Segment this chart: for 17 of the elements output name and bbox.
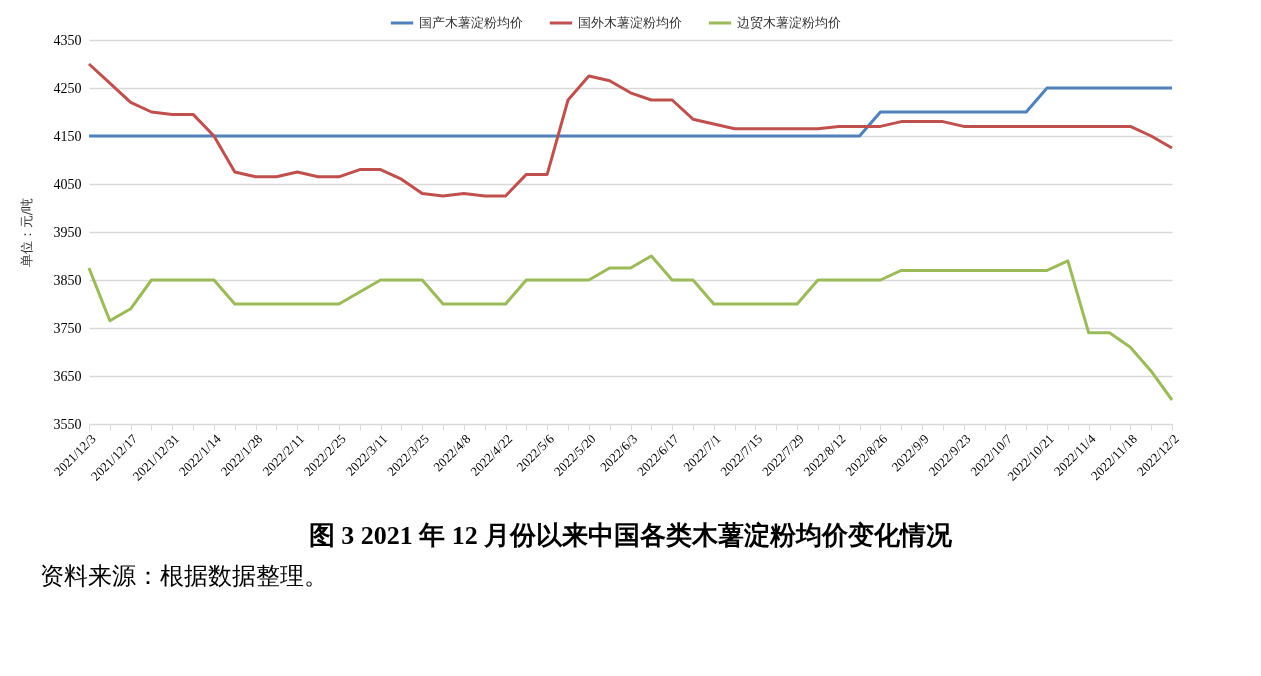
line-series xyxy=(87,254,1174,402)
y-tick-label: 4250 xyxy=(53,80,82,96)
y-tick-label: 3950 xyxy=(53,224,82,240)
legend-label: 边贸木薯淀粉均价 xyxy=(737,15,841,30)
legend-label: 国产木薯淀粉均价 xyxy=(419,15,523,30)
y-tick-label: 3750 xyxy=(53,320,82,336)
y-tick-label: 4350 xyxy=(53,32,82,48)
y-tick-label: 3650 xyxy=(53,368,82,384)
y-axis-title: 单位：元/吨 xyxy=(18,197,34,268)
y-tick-label: 4150 xyxy=(53,128,82,144)
y-tick-label: 3850 xyxy=(53,272,82,288)
y-tick-label: 3550 xyxy=(53,416,82,432)
legend-label: 国外木薯淀粉均价 xyxy=(578,15,682,30)
text: 图 3 2021 年 12 月份以来中国各类木薯淀粉均价变化情况 xyxy=(308,521,954,551)
y-tick-label: 4050 xyxy=(53,176,82,192)
line-series xyxy=(87,62,1174,198)
text: 资料来源：根据数据整理。 xyxy=(40,562,329,591)
